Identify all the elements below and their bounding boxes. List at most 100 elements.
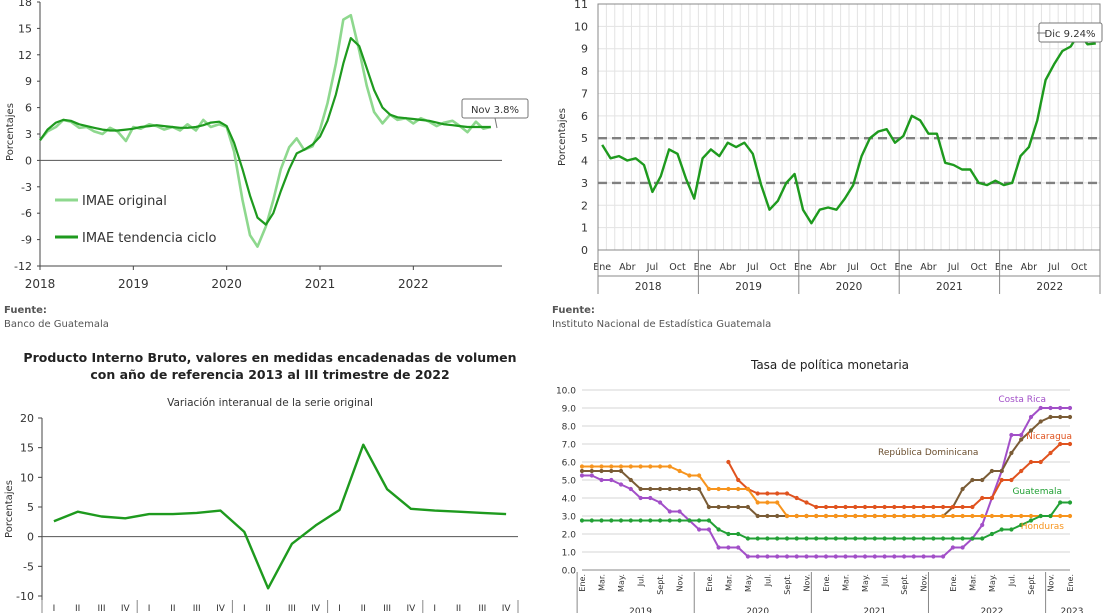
tpm-point-costa-rica: [804, 554, 809, 559]
tpm-point-honduras: [853, 513, 858, 519]
tpm-x-month-label: Jul.: [1007, 574, 1016, 587]
tpm-point-costa-rica: [941, 554, 946, 559]
tpm-point-guatemala: [697, 518, 702, 523]
imae-x-tick-label: 2020: [211, 277, 242, 291]
tpm-point-costa-rica: [677, 509, 682, 514]
inflation-x-month-label: Ene: [794, 262, 812, 273]
inflation-y-tick-label: 4: [581, 155, 588, 168]
tpm-point-guatemala: [658, 518, 663, 523]
pib-line: [53, 443, 507, 590]
inflation-x-year-label: 2020: [836, 281, 863, 293]
tpm-point-honduras: [775, 500, 780, 505]
tpm-point-honduras: [970, 513, 975, 519]
tpm-point-guatemala: [921, 536, 926, 541]
tpm-point-rep-blica-dominicana: [980, 477, 985, 483]
tpm-point-rep-blica-dominicana: [970, 477, 975, 483]
tpm-point-costa-rica: [667, 509, 672, 514]
imae-source-label: Fuente:: [4, 305, 47, 316]
tpm-point-rep-blica-dominicana: [609, 468, 614, 474]
tpm-point-honduras: [892, 513, 897, 519]
tpm-x-month-label: Sept.: [656, 574, 665, 595]
imae-y-tick-label: 18: [18, 0, 32, 9]
inflation-x-month-label: Oct: [870, 262, 887, 273]
tpm-y-tick-label: 4.0: [562, 495, 577, 505]
tpm-point-nicaragua: [960, 504, 965, 510]
tpm-point-guatemala: [970, 536, 975, 541]
tpm-point-guatemala: [687, 518, 692, 523]
tpm-point-guatemala: [833, 536, 838, 541]
tpm-point-nicaragua: [1009, 477, 1014, 483]
tpm-point-rep-blica-dominicana: [628, 477, 633, 483]
tpm-point-honduras: [960, 513, 965, 519]
tpm-point-guatemala: [1038, 513, 1043, 519]
tpm-point-costa-rica: [843, 554, 848, 559]
inflation-x-month-label: Jul: [646, 262, 658, 273]
tpm-point-guatemala: [950, 536, 955, 541]
tpm-point-nicaragua: [755, 491, 760, 496]
tpm-point-nicaragua: [784, 491, 790, 496]
tpm-point-nicaragua: [804, 500, 809, 505]
pib-x-quarter-label: IV: [311, 604, 321, 613]
tpm-point-nicaragua: [1067, 441, 1073, 447]
tpm-point-costa-rica: [980, 522, 985, 528]
tpm-point-honduras: [697, 473, 702, 478]
tpm-point-honduras: [814, 513, 819, 519]
tpm-point-nicaragua: [999, 477, 1004, 483]
tpm-point-nicaragua: [853, 504, 858, 510]
tpm-point-honduras: [1067, 513, 1073, 519]
inflation-x-month-label: Ene: [593, 262, 611, 273]
tpm-point-honduras: [667, 464, 672, 469]
inflation-x-month-label: Oct: [1071, 262, 1088, 273]
tpm-x-month-label: Jul.: [763, 574, 772, 587]
tpm-point-rep-blica-dominicana: [589, 468, 594, 474]
imae-source: Fuente: Banco de Guatemala: [4, 304, 109, 332]
pib-x-quarter-label: I: [243, 604, 246, 613]
pib-x-quarter-label: III: [478, 604, 486, 613]
tpm-point-guatemala: [1058, 500, 1063, 505]
pib-x-quarter-label: II: [265, 604, 270, 613]
tpm-point-guatemala: [980, 536, 985, 541]
tpm-point-honduras: [745, 486, 750, 492]
imae-source-text: Banco de Guatemala: [4, 319, 109, 330]
inflation-x-year-label: 2021: [936, 281, 963, 293]
imae-callout: Nov 3.8%: [471, 105, 519, 116]
inflation-source-text: Instituto Nacional de Estadística Guatem…: [552, 319, 772, 330]
tpm-point-guatemala: [853, 536, 858, 541]
tpm-x-month-label: May.: [861, 574, 870, 592]
tpm-point-costa-rica: [755, 554, 760, 559]
tpm-point-guatemala: [726, 531, 731, 537]
tpm-point-honduras: [628, 464, 633, 469]
inflation-y-tick-label: 5: [581, 132, 588, 145]
tpm-point-honduras: [823, 513, 829, 519]
tpm-point-nicaragua: [843, 504, 848, 510]
tpm-plot: 0.0 1.0 2.0 3.0 4.0 5.0 6.0 7.0 8.0 9.0 10.0 Costa …: [556, 387, 1083, 613]
pib-x-quarter-label: III: [288, 604, 296, 613]
tpm-y-tick-label: 10.0: [556, 387, 576, 397]
inflation-y-tick-label: 9: [581, 43, 588, 56]
inflation-x-month-label: Oct: [970, 262, 987, 273]
tpm-point-guatemala: [745, 536, 750, 541]
imae-x-tick-label: 2018: [25, 277, 56, 291]
tpm-x-month-label: Ene.: [822, 574, 831, 592]
tpm-series-label: Honduras: [1021, 522, 1065, 532]
inflation-y-tick-label: 10: [574, 20, 588, 33]
pib-y-tick-label: 10: [20, 471, 34, 484]
pib-x-quarter-label: II: [75, 604, 80, 613]
tpm-series-label: Guatemala: [1012, 487, 1062, 497]
imae-y-tick-label: -3: [21, 181, 32, 194]
inflation-x-month-label: Jul: [846, 262, 858, 273]
tpm-point-rep-blica-dominicana: [745, 504, 750, 510]
tpm-point-nicaragua: [970, 504, 975, 510]
inflation-y-tick-label: 2: [581, 199, 588, 212]
tpm-point-honduras: [648, 464, 653, 469]
tpm-x-month-label: Sept.: [1027, 574, 1036, 595]
tpm-point-honduras: [980, 513, 985, 519]
inflation-x-year-label: 2018: [635, 281, 662, 293]
tpm-point-costa-rica: [628, 486, 633, 492]
tpm-point-guatemala: [960, 536, 965, 541]
tpm-point-rep-blica-dominicana: [765, 513, 770, 519]
tpm-point-honduras: [872, 513, 877, 519]
pib-x-quarter-label: I: [53, 604, 56, 613]
tpm-point-nicaragua: [902, 504, 907, 510]
tpm-point-costa-rica: [1058, 405, 1063, 411]
